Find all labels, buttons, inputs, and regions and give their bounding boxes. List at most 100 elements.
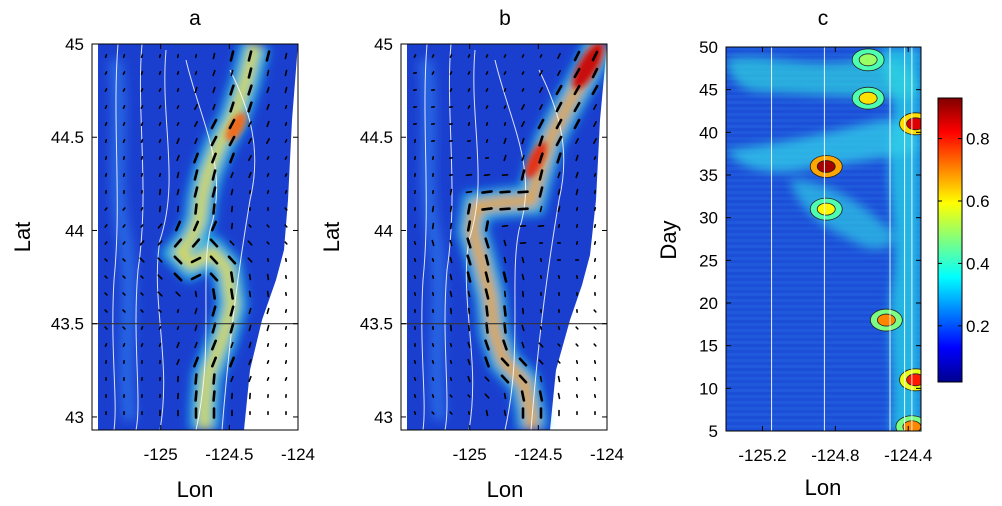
panel-a-vector — [104, 105, 108, 109]
panel-b-vector — [557, 188, 561, 196]
panel-c-axes: -125.2 -124.8 -124.4 5 10 15 20 25 30 35 40 45 50 — [699, 38, 932, 465]
panel-a-vector — [194, 203, 198, 215]
panel-a-vector — [191, 238, 201, 248]
panel-a-vector — [158, 188, 162, 196]
panel-c-stripe — [726, 377, 921, 380]
panel-b-vector — [575, 376, 579, 382]
panel-a-vector — [266, 290, 270, 298]
panel-a-vector — [210, 220, 218, 232]
panel-a-vector — [248, 171, 252, 179]
panel-b-vector — [413, 359, 417, 365]
panel-a-vector — [158, 156, 162, 160]
panel-a-vector — [266, 224, 270, 228]
panel-c-stripe — [726, 419, 921, 422]
panel-a-vector — [140, 173, 144, 177]
panel-b-vector — [449, 342, 453, 348]
panel-c-stripe — [726, 131, 921, 134]
panel-a-vector — [227, 255, 237, 265]
panel-b-vector — [555, 101, 563, 113]
panel-b-vector — [575, 207, 579, 211]
panel-b-vector — [520, 104, 526, 110]
panel-b-xtick-label: -124.5 — [514, 445, 562, 464]
panel-c-ytick-label: 20 — [699, 294, 718, 313]
panel-a-vector — [266, 156, 270, 160]
panel-c-stripe — [726, 251, 921, 254]
panel-b-ylabel: Lat — [319, 222, 344, 253]
panel-a-vector — [229, 152, 235, 164]
panel-a-vector — [284, 86, 288, 94]
panel-b-vector — [573, 101, 581, 113]
panel-a-vector — [211, 356, 217, 368]
panel-b-vector — [431, 205, 435, 213]
panel-a-vector — [210, 135, 218, 147]
panel-a-vector — [104, 207, 108, 211]
panel-b: b -125 -124.5 -124 43 43.5 44 44.5 45 Lon Lat — [319, 7, 624, 502]
panel-c-title: c — [818, 7, 829, 30]
panel-b-vector — [521, 324, 525, 332]
colorbar-tick-label: 0.6 — [966, 192, 990, 211]
panel-b-vector — [467, 307, 471, 315]
panel-a-vector — [210, 118, 218, 130]
panel-b-vector — [574, 138, 580, 144]
panel-a-vector — [140, 156, 144, 160]
panel-a-vector — [229, 322, 235, 334]
panel-a-vector — [248, 224, 252, 228]
panel-b-vector — [593, 376, 597, 382]
panel-a-vector — [284, 190, 288, 194]
panel-a-vector — [158, 325, 162, 331]
panel-c-stripe — [726, 359, 921, 362]
panel-a-vector — [140, 325, 144, 331]
panel-c-stripe — [726, 245, 921, 248]
panel-b-vector — [502, 271, 508, 283]
panel-c-ylabel: Day — [656, 220, 681, 259]
panel-a-vector — [104, 258, 108, 262]
panel-a-vector — [173, 255, 183, 265]
panel-a-axes: -125 -124.5 -124 43 43.5 44 44.5 45 — [51, 35, 315, 464]
panel-b-vector — [466, 220, 472, 232]
panel-b-vector — [593, 156, 597, 160]
panel-c-coastal-band-upper — [726, 57, 921, 98]
panel-a-vector — [194, 137, 198, 145]
panel-b-vector — [413, 54, 417, 58]
panel-c-hotspot — [816, 160, 836, 173]
panel-b-vector — [539, 375, 543, 383]
panel-a-vector — [122, 88, 126, 92]
panel-a-ytick-label: 44 — [65, 221, 84, 240]
panel-a-vector — [230, 341, 234, 349]
panel-a-vector — [122, 122, 126, 126]
panel-b-vector — [573, 84, 581, 96]
panel-a-vector — [157, 257, 163, 263]
panel-a-vector — [248, 324, 252, 332]
panel-b-vector — [484, 288, 490, 300]
panel-b-vector — [449, 394, 453, 398]
panel-b-vector — [431, 411, 435, 415]
panel-b-vector — [503, 239, 507, 247]
panel-c-stripe — [726, 323, 921, 326]
panel-b-vector — [485, 139, 489, 143]
panel-a-vector — [122, 224, 126, 228]
panel-b-vector — [431, 257, 435, 263]
panel-b-vector — [521, 71, 525, 75]
panel-c-stripe — [726, 395, 921, 398]
panel-b-vector — [575, 171, 579, 179]
panel-b-vector — [501, 224, 509, 228]
panel-a-vector — [265, 50, 271, 62]
panel-b-vector — [521, 273, 525, 281]
panel-b-vector — [503, 71, 507, 75]
panel-b-vector — [557, 392, 561, 400]
panel-b-vector — [593, 359, 597, 365]
panel-b-vector — [485, 122, 489, 126]
panel-a-jet-core — [172, 44, 261, 430]
panel-b-vector — [413, 376, 417, 382]
panel-a-ytick-label: 43.5 — [51, 315, 84, 334]
panel-a-xtick-label: -125 — [144, 445, 178, 464]
panel-b-vector — [499, 207, 511, 211]
panel-b-vector — [538, 70, 544, 76]
panel-b-vector — [431, 291, 435, 297]
panel-b-vector — [517, 190, 529, 194]
panel-a-vector — [211, 322, 217, 334]
panel-b-vector — [500, 374, 510, 384]
panel-b-vector — [575, 154, 579, 162]
panel-b-vector — [591, 50, 599, 62]
panel-a-vector — [140, 342, 144, 348]
